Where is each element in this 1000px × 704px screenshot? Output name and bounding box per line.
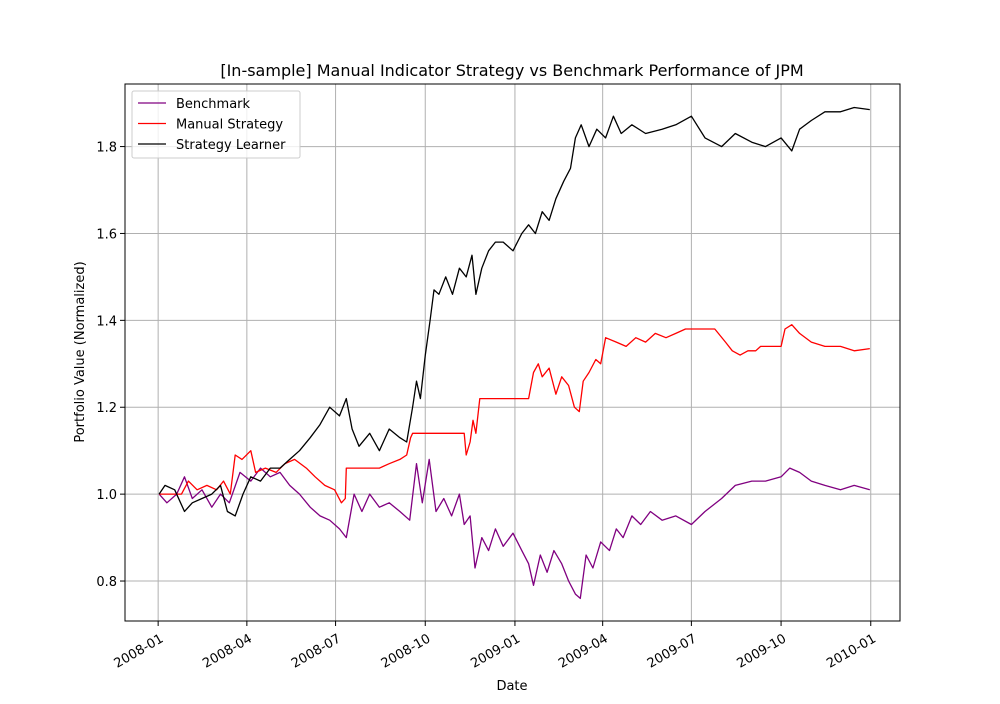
y-tick-label: 1.0 [96, 488, 117, 503]
y-tick-label: 0.8 [96, 575, 117, 590]
y-axis-label: Portfolio Value (Normalized) [73, 261, 88, 442]
legend-label: Manual Strategy [176, 118, 283, 133]
grid [125, 84, 900, 621]
x-tick-label: 2009-01 [468, 631, 523, 671]
x-tick-label: 2008-10 [379, 631, 434, 671]
x-tick-label: 2008-07 [289, 631, 344, 671]
series-line-manual-strategy [159, 324, 870, 504]
y-tick-label: 1.2 [96, 401, 117, 416]
legend-box [131, 90, 301, 159]
legend-label: Strategy Learner [176, 138, 286, 153]
x-tick-label: 2010-01 [824, 631, 879, 671]
x-tick-label: 2009-04 [556, 631, 611, 671]
x-tick-label: 2009-10 [735, 631, 790, 671]
series-line-strategy-learner [158, 106, 870, 517]
series-line-benchmark [158, 458, 870, 600]
x-tick-label: 2008-01 [112, 631, 167, 671]
y-tick-label: 1.8 [96, 141, 117, 156]
y-tick-label: 1.6 [96, 227, 117, 242]
ticks: 2008-01 2008-04 2008-07 2008-10 2009-01 2009-… [96, 141, 878, 672]
x-tick-label: 2008-04 [200, 631, 255, 671]
series-layer [158, 106, 870, 600]
legend-label: Benchmark [176, 97, 251, 112]
x-tick-label: 2009-07 [645, 631, 700, 671]
plot-frame [124, 83, 901, 622]
legend: Benchmark Manual Strategy Strategy Learner [131, 90, 301, 159]
y-tick-label: 1.4 [96, 314, 117, 329]
x-axis-label: Date [496, 679, 527, 694]
chart-title: [In-sample] Manual Indicator Strategy vs… [220, 61, 803, 80]
